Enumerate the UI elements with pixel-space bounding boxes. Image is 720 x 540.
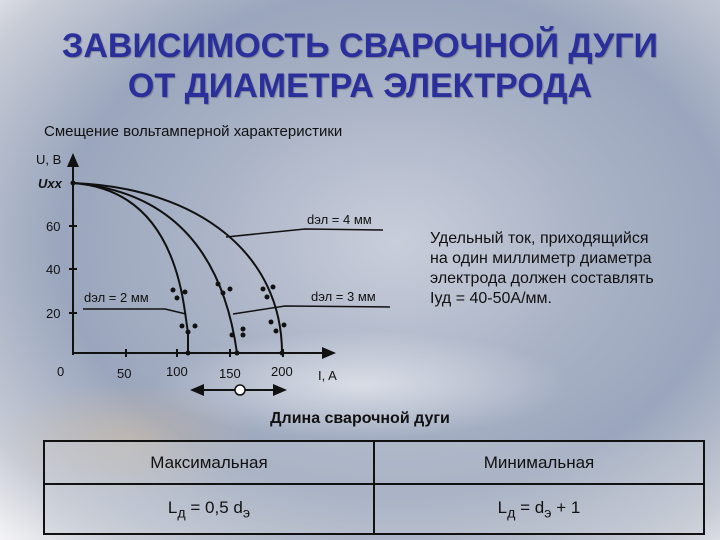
- leader-4mm: [225, 228, 384, 238]
- formula-min: Lд = dэ + 1: [373, 483, 705, 535]
- label-3mm: dэл = 3 мм: [311, 289, 376, 304]
- y-tick-40: 40: [46, 262, 60, 277]
- title-line-1: ЗАВИСИМОСТЬ СВАРОЧНОЙ ДУГИ: [62, 27, 658, 65]
- leader-2mm: [83, 308, 187, 315]
- label-4mm: dэл = 4 мм: [307, 212, 372, 227]
- specific-current-note: Удельный ток, приходящийся на один милли…: [430, 229, 700, 309]
- header-max: Максимальная: [43, 439, 375, 486]
- curve-4mm: [72, 182, 283, 354]
- uxx-label: Uxx: [38, 176, 63, 191]
- table-header-row: Максимальная Минимальная: [43, 439, 705, 486]
- curve-2mm: [72, 182, 189, 353]
- slide-title: ЗАВИСИМОСТЬ СВАРОЧНОЙ ДУГИ ОТ ДИАМЕТРА Э…: [0, 26, 720, 106]
- table-row: Lд = 0,5 dэ Lд = dэ + 1: [43, 483, 705, 535]
- leader-3mm: [232, 305, 391, 315]
- y-ticks: [69, 225, 284, 357]
- note-line: Удельный ток, приходящийся: [430, 230, 649, 247]
- x-axis-label: I, A: [318, 368, 337, 383]
- header-min: Минимальная: [373, 439, 705, 486]
- x-tick-0: 0: [57, 364, 64, 379]
- x-tick-100: 100: [166, 364, 188, 379]
- note-line: на один миллиметр диаметра: [430, 250, 652, 267]
- y-tick-20: 20: [46, 306, 60, 321]
- note-line: электрода должен составлять: [430, 270, 654, 287]
- formula-max: Lд = 0,5 dэ: [43, 483, 375, 535]
- range-marker-circle: [234, 384, 246, 396]
- subtitle: Смещение вольтамперной характеристики: [44, 123, 343, 140]
- curve-3mm: [72, 182, 238, 354]
- x-tick-200: 200: [271, 364, 293, 379]
- y-axis-label: U, B: [36, 152, 61, 167]
- note-line: Iуд = 40-50А/мм.: [430, 290, 552, 307]
- arc-length-caption: Длина сварочной дуги: [270, 410, 450, 427]
- x-tick-150: 150: [219, 366, 241, 381]
- measurement-dots: [170, 281, 287, 356]
- x-tick-50: 50: [117, 366, 131, 381]
- title-line-2: ОТ ДИАМЕТРА ЭЛЕКТРОДА: [127, 67, 593, 105]
- arc-length-table: Максимальная Минимальная Lд = 0,5 dэ Lд …: [43, 439, 705, 535]
- label-2mm: dэл = 2 мм: [84, 290, 149, 305]
- y-tick-60: 60: [46, 219, 60, 234]
